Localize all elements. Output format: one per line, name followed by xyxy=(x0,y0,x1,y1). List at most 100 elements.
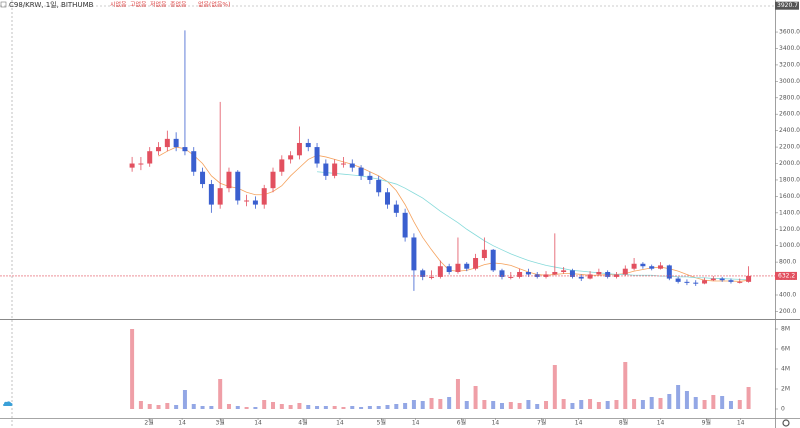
volume-bar xyxy=(209,406,214,409)
candle-body xyxy=(147,151,153,164)
x-tick-label: 14 xyxy=(178,420,186,427)
cloud-icon[interactable] xyxy=(3,401,13,406)
y-tick-label: 3200.0 xyxy=(779,61,800,68)
volume-bar xyxy=(535,404,540,409)
candle-body xyxy=(464,263,470,269)
candle-body xyxy=(208,184,214,205)
x-tick-label: 14 xyxy=(254,420,262,427)
candle-body xyxy=(684,281,690,283)
y-tick-label: 3600.0 xyxy=(779,29,800,36)
y-tick-label: 1400.0 xyxy=(779,209,800,216)
candle-body xyxy=(569,270,575,277)
y-tick-label: 2800.0 xyxy=(779,94,800,101)
volume-bar xyxy=(728,401,733,409)
candle-body xyxy=(411,237,417,271)
y-tick-label: 2600.0 xyxy=(779,111,800,118)
candle-body xyxy=(200,171,206,185)
candle-body xyxy=(164,138,170,148)
volume-bar xyxy=(455,379,460,409)
candle-body xyxy=(596,271,602,275)
x-tick-label: 14 xyxy=(737,420,745,427)
candle-body xyxy=(446,266,452,272)
candle-body xyxy=(156,147,162,152)
x-tick-label: 2월 xyxy=(144,419,153,427)
volume-bar xyxy=(508,402,513,409)
candle-body xyxy=(455,263,461,272)
top-price-box xyxy=(775,1,799,10)
volume-tick-label: 4M xyxy=(781,366,790,373)
candle-body xyxy=(323,163,329,176)
legend-item: 고없음 xyxy=(130,1,147,9)
volume-bar xyxy=(720,396,725,409)
candle-body xyxy=(235,171,241,201)
candle-body xyxy=(437,266,443,277)
candle-body xyxy=(191,151,197,172)
volume-bar xyxy=(658,398,663,409)
x-tick-label: 8월 xyxy=(619,419,628,427)
candle-body xyxy=(182,147,188,152)
volume-bar xyxy=(588,399,593,409)
ohlc-legend: 시없음 고없음 저없음 종없음 없음(없음%) xyxy=(110,1,230,9)
volume-bar xyxy=(491,401,496,409)
volume-bar xyxy=(737,400,742,409)
volume-bar xyxy=(130,329,135,409)
y-tick-label: 2400.0 xyxy=(779,127,800,134)
candle-body xyxy=(649,266,655,269)
volume-bar xyxy=(447,397,452,409)
y-tick-label: 2000.0 xyxy=(779,160,800,167)
volume-bar xyxy=(394,404,399,409)
volume-bar xyxy=(684,391,689,409)
volume-bar xyxy=(640,400,645,409)
candle-body xyxy=(420,270,426,277)
settings-icon[interactable] xyxy=(782,419,790,427)
volume-bar xyxy=(315,406,320,409)
candle-body xyxy=(429,276,435,278)
symbol-icon[interactable] xyxy=(0,1,7,8)
x-tick-label: 6월 xyxy=(457,419,466,427)
candle-body xyxy=(719,278,725,281)
volume-bar xyxy=(279,404,284,409)
volume-bar xyxy=(623,362,628,409)
y-tick-label: 2200.0 xyxy=(779,144,800,151)
moving-average xyxy=(317,171,749,280)
volume-bar xyxy=(411,400,416,409)
candle-body xyxy=(666,265,672,279)
candle-body xyxy=(481,249,487,259)
volume-bar xyxy=(544,401,549,409)
candle-body xyxy=(332,163,338,176)
candle-body xyxy=(561,270,567,272)
candle-body xyxy=(296,142,302,156)
y-tick-label: 3400.0 xyxy=(779,45,800,52)
candle-body xyxy=(517,271,523,277)
y-tick-label: 1000.0 xyxy=(779,242,800,249)
x-tick-label: 14 xyxy=(492,420,500,427)
volume-bar xyxy=(165,403,170,409)
volume-bar xyxy=(693,397,698,409)
candle-body xyxy=(631,263,637,269)
y-tick-label: 400.0 xyxy=(779,291,796,298)
volume-tick-label: 6M xyxy=(781,346,790,353)
candle-body xyxy=(305,142,311,148)
volume-tick-label: 8M xyxy=(781,326,790,333)
volume-bar xyxy=(473,386,478,409)
candle-body xyxy=(675,278,681,282)
y-tick-label: 1200.0 xyxy=(779,226,800,233)
legend-item: 저없음 xyxy=(150,1,167,9)
volume-bar xyxy=(200,406,205,409)
candle-body xyxy=(129,163,135,168)
volume-bar xyxy=(561,399,566,409)
volume-bar xyxy=(297,403,302,409)
x-tick-label: 9월 xyxy=(702,419,711,427)
volume-bar xyxy=(632,399,637,409)
last-price-label: 632.2 xyxy=(778,272,795,279)
candle-body xyxy=(217,188,223,205)
volume-bar xyxy=(271,402,276,409)
volume-bar xyxy=(235,406,240,409)
y-tick-label: 1800.0 xyxy=(779,176,800,183)
x-tick-label: 4월 xyxy=(298,419,307,427)
volume-tick-label: 0 xyxy=(781,406,785,413)
legend-item: 없음(없음%) xyxy=(198,1,230,9)
candle-body xyxy=(702,280,708,284)
